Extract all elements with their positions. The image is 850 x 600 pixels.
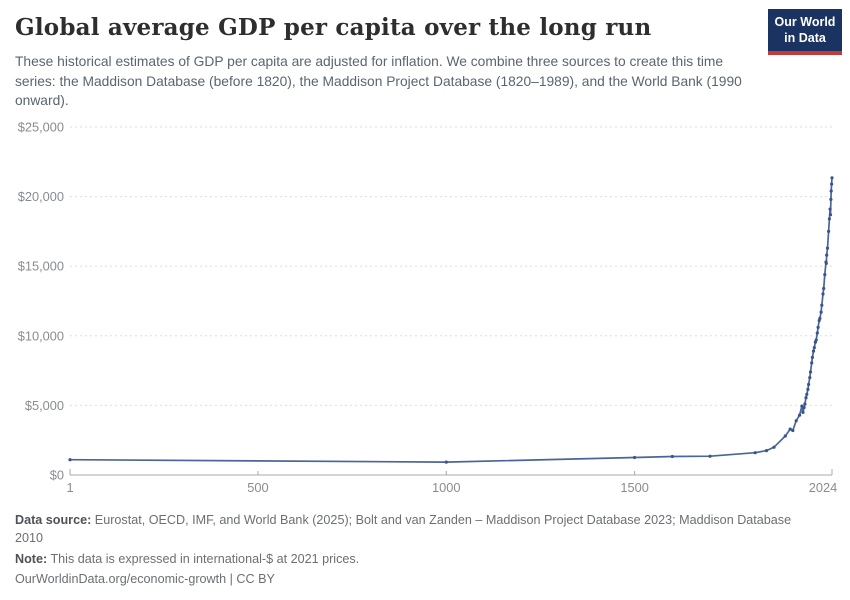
- gdp-data-point[interactable]: [804, 396, 808, 400]
- x-axis-tick-label: 1000: [432, 480, 460, 495]
- gdp-data-point[interactable]: [814, 338, 818, 342]
- gdp-data-point[interactable]: [823, 273, 827, 277]
- y-axis-tick-label: $25,000: [18, 120, 64, 135]
- chart-footer: Data source: Eurostat, OECD, IMF, and Wo…: [15, 511, 821, 591]
- gdp-data-point[interactable]: [802, 405, 806, 410]
- y-axis-tick-label: $0: [50, 468, 64, 483]
- gdp-data-point[interactable]: [810, 355, 815, 359]
- gdp-data-point[interactable]: [791, 428, 795, 433]
- gdp-data-point[interactable]: [807, 382, 811, 387]
- y-axis-tick-label: $5,000: [25, 398, 64, 413]
- gdp-data-point[interactable]: [808, 376, 812, 380]
- gdp-data-point[interactable]: [829, 197, 833, 201]
- y-axis-tick-label: $20,000: [18, 189, 64, 204]
- gdp-data-point[interactable]: [819, 310, 823, 314]
- gdp-data-point[interactable]: [829, 189, 833, 193]
- x-axis-tick-label: 1: [66, 480, 73, 495]
- gdp-data-point[interactable]: [801, 410, 805, 414]
- gdp-data-point[interactable]: [821, 292, 825, 296]
- gdp-data-point[interactable]: [827, 229, 831, 233]
- page-title: Global average GDP per capita over the l…: [15, 14, 652, 41]
- owid-logo[interactable]: Our World in Data: [768, 9, 842, 55]
- chart-subtitle: These historical estimates of GDP per ca…: [15, 54, 742, 109]
- y-axis-tick-label: $15,000: [18, 259, 64, 274]
- note-label: Note:: [15, 551, 48, 566]
- owid-logo-text: Our World in Data: [768, 9, 842, 51]
- gdp-data-point[interactable]: [812, 346, 816, 350]
- gdp-data-point[interactable]: [798, 413, 802, 417]
- owid-logo-red-bar: [768, 50, 842, 55]
- gdp-data-point[interactable]: [822, 286, 826, 291]
- gdp-data-point[interactable]: [824, 261, 828, 265]
- x-axis-tick-label: 1500: [620, 480, 648, 495]
- y-axis-tick-label: $10,000: [18, 328, 64, 343]
- gdp-data-point[interactable]: [830, 182, 834, 186]
- gdp-data-point[interactable]: [708, 454, 712, 458]
- gdp-series-line[interactable]: [69, 176, 833, 463]
- gdp-data-point[interactable]: [788, 427, 792, 431]
- gdp-data-point[interactable]: [670, 454, 674, 459]
- gdp-data-point[interactable]: [810, 361, 814, 365]
- gdp-data-point[interactable]: [820, 303, 824, 307]
- gdp-data-point[interactable]: [68, 458, 72, 462]
- gdp-data-point[interactable]: [753, 451, 757, 455]
- gdp-data-point[interactable]: [816, 325, 820, 329]
- citation-link[interactable]: OurWorldinData.org/economic-growth | CC …: [15, 572, 275, 587]
- data-source-label: Data source:: [15, 513, 92, 527]
- gdp-data-point[interactable]: [772, 445, 776, 449]
- gdp-data-point[interactable]: [825, 253, 829, 257]
- gdp-data-point[interactable]: [794, 419, 798, 423]
- gdp-data-point[interactable]: [811, 349, 816, 353]
- gdp-data-point[interactable]: [808, 370, 813, 374]
- gdp-data-point[interactable]: [830, 176, 834, 180]
- gdp-data-point[interactable]: [783, 434, 787, 438]
- x-axis-tick-label: 2024: [809, 480, 837, 495]
- gdp-data-point[interactable]: [828, 213, 833, 217]
- gdp-data-point[interactable]: [828, 207, 832, 211]
- gdp-data-point[interactable]: [633, 455, 637, 460]
- gdp-data-point[interactable]: [818, 316, 822, 320]
- note-line: Note: This data is expressed in internat…: [15, 551, 360, 566]
- gdp-data-point[interactable]: [444, 460, 448, 464]
- gdp-data-point[interactable]: [803, 402, 807, 406]
- x-axis-tick-label: 500: [247, 480, 268, 495]
- data-source-line: Data source: Eurostat, OECD, IMF, and Wo…: [15, 513, 792, 546]
- gdp-data-point[interactable]: [815, 331, 819, 335]
- gdp-data-point[interactable]: [806, 387, 810, 391]
- gdp-data-point[interactable]: [825, 246, 830, 250]
- gdp-data-point[interactable]: [764, 449, 769, 453]
- gdp-data-point[interactable]: [805, 392, 809, 396]
- gdp-data-point[interactable]: [827, 217, 832, 221]
